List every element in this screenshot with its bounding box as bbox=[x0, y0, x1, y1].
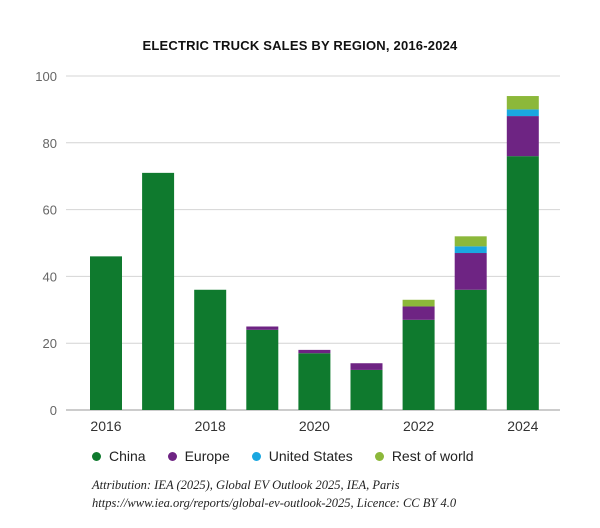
attribution-line-2: https://www.iea.org/reports/global-ev-ou… bbox=[92, 496, 457, 510]
legend-swatch-europe bbox=[167, 451, 177, 461]
x-tick-label: 2020 bbox=[299, 418, 330, 434]
x-axis-ticks: 2016 2018 2020 2022 2024 bbox=[90, 418, 538, 434]
bar-china-2020 bbox=[298, 353, 331, 410]
bar-rest-of-world-2024 bbox=[506, 96, 539, 110]
x-tick-label: 2024 bbox=[507, 418, 538, 434]
bar-series bbox=[90, 96, 539, 410]
legend-swatch-china bbox=[92, 451, 101, 461]
legend-item-europe: Europe bbox=[167, 448, 230, 464]
bar-europe-2024 bbox=[506, 116, 539, 157]
y-tick-label: 0 bbox=[50, 403, 57, 418]
legend-label-united-states: United States bbox=[268, 448, 353, 464]
bar-united-states-2024 bbox=[506, 109, 539, 117]
x-tick-label: 2018 bbox=[195, 418, 226, 434]
bar-europe-2023 bbox=[454, 253, 487, 290]
bar-china-2017 bbox=[142, 172, 175, 410]
y-tick-label: 20 bbox=[43, 336, 57, 351]
legend-item-rest-of-world: Rest of world bbox=[374, 448, 474, 464]
bar-china-2024 bbox=[506, 156, 539, 410]
bar-china-2022 bbox=[402, 319, 435, 410]
y-tick-label: 80 bbox=[43, 136, 57, 151]
legend-swatch-rest-of-world bbox=[374, 451, 384, 461]
chart-title: ELECTRIC TRUCK SALES BY REGION, 2016-202… bbox=[142, 38, 458, 53]
x-tick-label: 2022 bbox=[403, 418, 434, 434]
bar-rest-of-world-2023 bbox=[454, 236, 487, 247]
bar-europe-2019 bbox=[246, 326, 279, 330]
bar-china-2023 bbox=[454, 289, 487, 410]
bar-united-states-2023 bbox=[454, 246, 487, 254]
attribution-line-1: Attribution: IEA (2025), Global EV Outlo… bbox=[92, 478, 400, 492]
chart-plot-area: 0 20 40 60 80 100 2016 2018 2020 2022 2024 bbox=[35, 69, 560, 434]
bar-china-2016 bbox=[90, 256, 122, 410]
legend-item-united-states: United States bbox=[251, 448, 353, 464]
legend-label-china: China bbox=[109, 448, 146, 464]
y-tick-label: 40 bbox=[43, 269, 57, 284]
y-tick-label: 60 bbox=[43, 203, 57, 218]
y-tick-label: 100 bbox=[35, 69, 57, 84]
bar-europe-2020 bbox=[298, 349, 331, 354]
attribution: Attribution: IEA (2025), Global EV Outlo… bbox=[92, 476, 456, 512]
bar-china-2019 bbox=[246, 329, 279, 410]
legend-label-rest-of-world: Rest of world bbox=[391, 448, 474, 464]
bar-europe-2021 bbox=[350, 363, 383, 370]
bar-rest-of-world-2022 bbox=[402, 299, 435, 307]
legend-item-china: China bbox=[92, 448, 146, 464]
legend-swatch-united-states bbox=[251, 451, 261, 461]
bar-china-2021 bbox=[350, 369, 383, 410]
y-axis-ticks: 0 20 40 60 80 100 bbox=[35, 69, 57, 418]
bar-europe-2022 bbox=[402, 306, 435, 320]
legend: China Europe United States Rest of world bbox=[92, 448, 474, 464]
bar-china-2018 bbox=[194, 289, 227, 410]
legend-label-europe: Europe bbox=[184, 448, 230, 464]
x-tick-label: 2016 bbox=[90, 418, 121, 434]
